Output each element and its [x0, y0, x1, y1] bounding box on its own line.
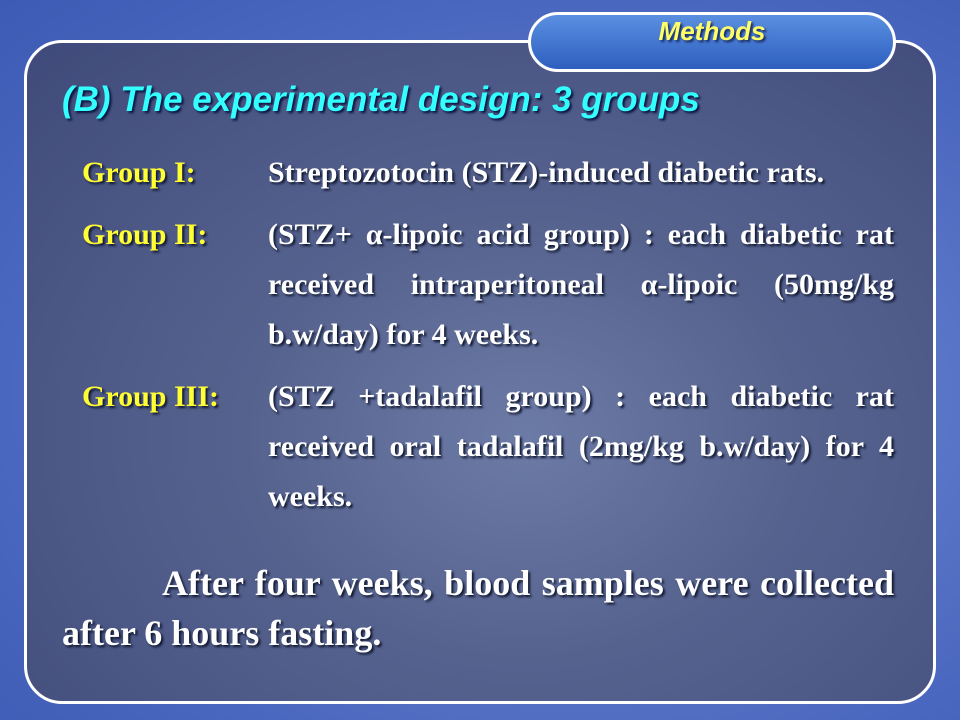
group-3-text: (STZ +tadalafil group) : each diabetic r…: [268, 380, 894, 513]
content-panel: [24, 40, 936, 704]
section-tab-label: Methods: [658, 15, 766, 46]
slide-title: (B) The experimental design: 3 groups: [62, 80, 700, 119]
group-1-label: Group I:: [82, 156, 196, 189]
section-tab: Methods: [528, 12, 896, 72]
group-2-text: (STZ+ α-lipoic acid group) : each diabet…: [268, 218, 894, 351]
conclusion-text: After four weeks, blood samples were col…: [62, 563, 894, 653]
group-1-text: Streptozotocin (STZ)-induced diabetic ra…: [268, 156, 825, 189]
group-3-label: Group III:: [82, 380, 219, 413]
group-2-label: Group II:: [82, 218, 208, 251]
